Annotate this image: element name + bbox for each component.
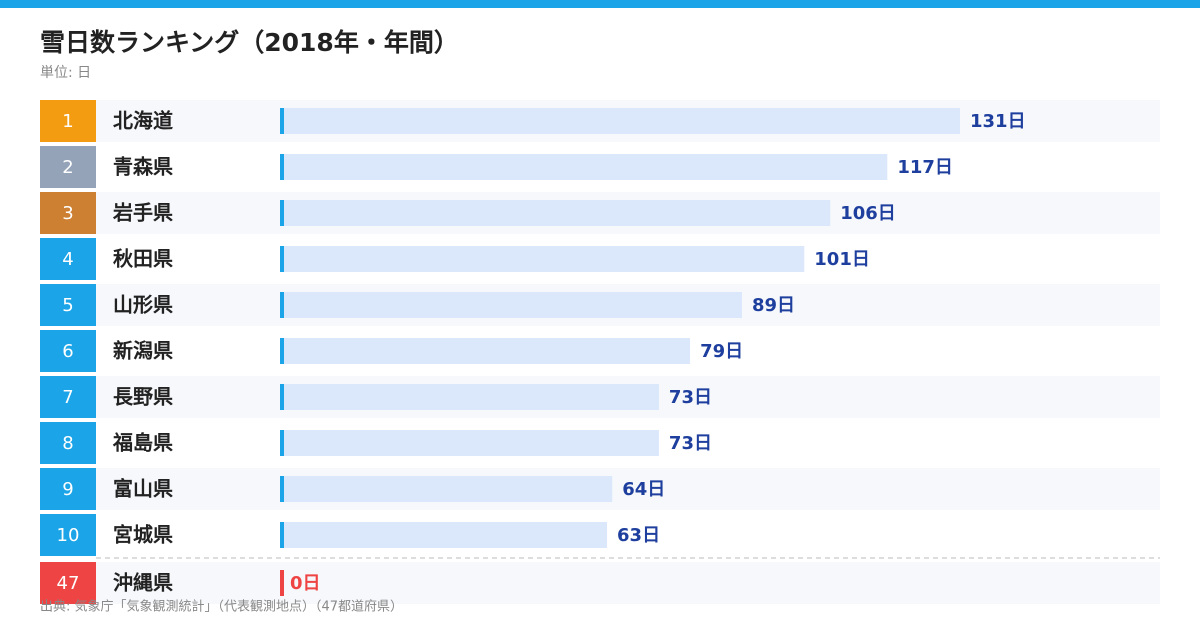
category-label: 長野県 (113, 385, 173, 409)
value-label: 131日 (970, 111, 1026, 132)
bar-accent (280, 522, 284, 548)
bar-accent (280, 430, 284, 456)
category-label: 山形県 (113, 293, 173, 317)
rank-badge (40, 330, 96, 372)
category-label: 富山県 (113, 477, 173, 501)
bar (280, 246, 805, 272)
value-label: 73日 (669, 433, 712, 454)
rank-label: 8 (62, 433, 73, 454)
bar (280, 384, 659, 410)
value-label: 117日 (897, 157, 953, 178)
rank-label: 3 (62, 203, 73, 224)
value-label: 79日 (700, 341, 743, 362)
chart-subtitle: 単位: 日 (40, 65, 91, 81)
bar (280, 430, 659, 456)
row-background (96, 562, 1160, 604)
rank-badge (40, 100, 96, 142)
bar-accent (280, 246, 284, 272)
rank-label: 1 (62, 111, 73, 132)
rank-label: 10 (57, 525, 80, 546)
value-label: 0日 (290, 573, 321, 594)
rank-badge (40, 284, 96, 326)
rank-badge (40, 422, 96, 464)
value-label: 101日 (814, 249, 870, 270)
bar-accent (280, 154, 284, 180)
bar-accent (280, 476, 284, 502)
bar (280, 292, 742, 318)
rank-badge (40, 146, 96, 188)
bar-accent (280, 200, 284, 226)
rank-badge (40, 468, 96, 510)
value-label: 64日 (622, 479, 665, 500)
category-label: 秋田県 (113, 247, 173, 271)
value-label: 106日 (840, 203, 896, 224)
category-label: 岩手県 (112, 201, 173, 225)
category-label: 宮城県 (113, 523, 173, 547)
rank-badge (40, 376, 96, 418)
rank-label: 2 (62, 157, 73, 178)
source: 出典: 気象庁「気象観測統計」（代表観測地点）（47都道府県） (40, 599, 403, 615)
category-label: 新潟県 (113, 339, 173, 363)
bar (280, 476, 613, 502)
rank-label: 7 (62, 387, 73, 408)
rank-label: 6 (62, 341, 73, 362)
bar (280, 108, 960, 134)
rank-label: 5 (62, 295, 73, 316)
category-label: 沖縄県 (113, 571, 173, 595)
bar-accent (280, 108, 284, 134)
rank-badge (40, 562, 96, 604)
rank-label: 9 (62, 479, 73, 500)
rank-badge (40, 238, 96, 280)
rank-label: 47 (57, 573, 80, 594)
bar (280, 338, 691, 364)
bar-accent (280, 384, 284, 410)
bar-accent (280, 292, 284, 318)
category-label: 青森県 (113, 155, 173, 179)
chart-title: 雪日数ランキング（2018年・年間） (40, 28, 459, 57)
bar-accent (280, 570, 284, 596)
rank-label: 4 (62, 249, 73, 270)
category-label: 福島県 (112, 431, 173, 455)
bar (280, 522, 608, 548)
category-label: 北海道 (113, 109, 173, 133)
bar (280, 154, 888, 180)
bar (280, 200, 831, 226)
value-label: 73日 (669, 387, 712, 408)
rank-badge (40, 514, 96, 556)
rank-badge (40, 192, 96, 234)
top-stripe (0, 0, 1200, 8)
value-label: 63日 (617, 525, 660, 546)
value-label: 89日 (752, 295, 795, 316)
bar-accent (280, 338, 284, 364)
rows: 1 北海道 131日 2 青森県 117日 3 岩手県 106日 4 秋田県 101日 5 山形県 89日 6… (40, 100, 1160, 604)
row-background (96, 468, 1160, 510)
